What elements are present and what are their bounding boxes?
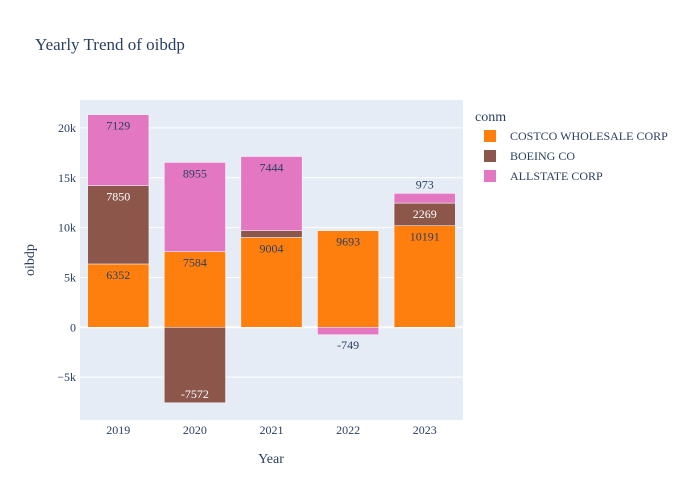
bar-labels: 6352 7850 7129 7584 -7572 8955 9004 7444 9693 -74… [106,119,439,401]
bar-value-label: 6352 [106,268,130,282]
bar-value-label: 7850 [106,190,130,204]
bar-value-label: 10191 [410,230,440,244]
bar[interactable] [87,185,150,265]
y-tick-label: 5k [64,270,76,284]
bar-value-label: 7444 [260,160,284,174]
bar-value-label: 2269 [413,207,437,221]
y-tick-label: 10k [58,221,76,235]
y-axis-ticks: −5k 0 5k 10k 15k 20k [57,121,76,384]
x-tick-label: 2023 [413,423,437,437]
bar-value-label: 7584 [183,256,207,270]
legend[interactable]: conm COSTCO WHOLESALE CORP BOEING CO ALLST… [475,110,668,183]
x-axis-ticks: 2019 2020 2021 2022 2023 [106,423,436,437]
bar-value-label: 973 [416,177,434,191]
legend-swatch[interactable] [484,170,496,182]
y-axis-title: oibdp [23,244,38,276]
bar[interactable] [317,230,379,328]
x-tick-label: 2020 [183,423,207,437]
legend-item-label[interactable]: COSTCO WHOLESALE CORP [510,129,668,143]
bar-value-label: 9004 [260,242,284,256]
y-tick-label: 15k [58,171,76,185]
bar-value-label: -7572 [181,387,209,401]
bars [87,114,456,404]
y-tick-label: −5k [57,370,76,384]
bar[interactable] [87,263,150,328]
bar-value-label: 7129 [106,119,130,133]
legend-swatch[interactable] [484,130,496,142]
y-tick-label: 0 [70,320,76,334]
bar-value-label: 9693 [336,235,360,249]
bar[interactable] [393,193,456,204]
bar-value-label: -749 [337,338,359,352]
chart-title: Yearly Trend of oibdp [35,35,185,54]
bar[interactable] [87,114,150,186]
y-tick-label: 20k [58,121,76,135]
x-tick-label: 2022 [336,423,360,437]
bar[interactable] [240,156,303,231]
bar[interactable] [393,225,456,328]
legend-title: conm [475,110,506,125]
bar[interactable] [164,162,226,252]
bar[interactable] [240,230,303,238]
legend-item-label[interactable]: ALLSTATE CORP [510,169,603,183]
x-tick-label: 2021 [260,423,284,437]
bar-value-label: 8955 [183,166,207,180]
legend-swatch[interactable] [484,150,496,162]
bar[interactable] [317,327,379,336]
x-tick-label: 2019 [106,423,130,437]
legend-item-label[interactable]: BOEING CO [510,149,575,163]
bar[interactable] [164,327,226,404]
x-axis-title: Year [258,452,284,467]
